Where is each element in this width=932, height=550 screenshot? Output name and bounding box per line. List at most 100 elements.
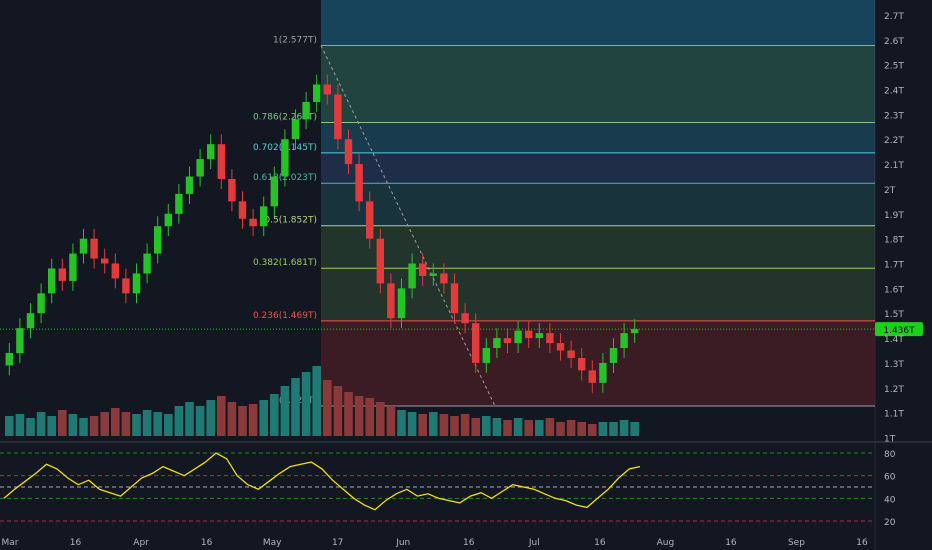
volume-bar (598, 422, 608, 436)
fib-level-label: 0.382(1.681T) (253, 258, 317, 268)
last-price-badge (875, 322, 923, 337)
candle (630, 329, 639, 334)
candle (270, 176, 279, 207)
volume-bar (142, 410, 152, 436)
volume-bar (376, 402, 385, 436)
volume-bar (386, 406, 396, 436)
candle (514, 330, 522, 344)
volume-bar (312, 366, 321, 436)
volume-bar (121, 412, 131, 436)
volume-bar (47, 416, 56, 436)
volume-bar (535, 420, 544, 436)
volume-bar (365, 398, 374, 436)
candle (249, 218, 257, 227)
volume-bar (407, 412, 417, 436)
time-tick-label: 16 (725, 538, 737, 548)
candle (365, 201, 374, 239)
volume-bar (471, 418, 480, 436)
candle (355, 164, 363, 202)
candle (175, 193, 183, 214)
volume-bar (26, 418, 35, 436)
candle (122, 278, 130, 294)
volume-bar (630, 422, 639, 436)
candle (37, 293, 45, 314)
price-tick-label: 1.1T (884, 410, 904, 420)
candle (429, 273, 438, 276)
fib-zone (321, 122, 875, 153)
price-tick-label: 2.4T (884, 86, 904, 96)
candle (16, 328, 24, 353)
candle (620, 333, 628, 349)
time-tick-label: Jul (528, 538, 540, 548)
candle (217, 144, 226, 179)
time-tick-label: 16 (70, 538, 82, 548)
volume-bar (301, 372, 311, 436)
candle (47, 268, 56, 294)
candle (450, 283, 459, 314)
volume-bar (513, 418, 523, 436)
volume-bar (354, 396, 364, 436)
volume-bar (280, 386, 290, 436)
candle (588, 370, 597, 383)
candle (69, 253, 77, 281)
candle (281, 139, 289, 177)
candle (5, 352, 14, 366)
volume-bar (68, 414, 78, 436)
volume-bar (217, 396, 226, 436)
volume-bar (492, 418, 502, 436)
volume-bar (619, 420, 629, 436)
fib-level-label: 0.5(1.852T) (264, 216, 317, 226)
volume-bar (227, 402, 237, 436)
candle (323, 84, 332, 95)
candle (302, 101, 310, 120)
candle (344, 139, 353, 165)
volume-bar (524, 420, 533, 436)
candle (577, 357, 586, 371)
price-tick-label: 2.6T (884, 37, 904, 47)
volume-bar (503, 420, 512, 436)
price-tick-label: 1T (884, 435, 896, 445)
trend-line[interactable] (320, 45, 496, 407)
volume-bar (566, 420, 576, 436)
price-tick-label: 1.4T (884, 335, 904, 345)
candle (524, 330, 533, 339)
volume-bar (291, 378, 300, 436)
candle (599, 362, 607, 383)
candle (228, 178, 236, 202)
volume-bar (545, 418, 555, 436)
volume-bar (439, 414, 449, 436)
volume-bar (460, 414, 470, 436)
volume-bar (195, 406, 205, 436)
volume-bar (556, 422, 565, 436)
volume-bar (174, 406, 184, 436)
price-tick-label: 2T (884, 186, 896, 196)
candle (153, 226, 162, 254)
time-tick-label: 16 (594, 538, 606, 548)
rsi-line (3, 452, 641, 511)
price-tick-label: 2.2T (884, 136, 904, 146)
candle (503, 338, 512, 344)
fib-level-label: 0.236(1.469T) (253, 311, 317, 321)
volume-bar (164, 414, 173, 436)
volume-bar (450, 416, 459, 436)
volume-bar (185, 402, 194, 436)
volume-bar (100, 412, 109, 436)
volume-bar (15, 414, 25, 436)
volume-bar (418, 414, 427, 436)
candle (164, 213, 173, 227)
rsi-tick-label: 20 (884, 518, 896, 528)
candle (493, 338, 501, 349)
time-tick-label: 16 (463, 538, 475, 548)
rsi-tick-label: 40 (884, 495, 896, 505)
volume-bar (206, 400, 215, 436)
volume-bar (58, 410, 67, 436)
volume-bar (609, 422, 618, 436)
candle (471, 323, 480, 363)
fib-zone (321, 152, 875, 184)
volume-bar (238, 406, 247, 436)
time-tick-label: Apr (133, 538, 149, 548)
price-tick-label: 2.1T (884, 161, 904, 171)
time-tick-label: 17 (332, 538, 343, 548)
candle (546, 333, 554, 344)
time-tick-label: 16 (201, 538, 213, 548)
